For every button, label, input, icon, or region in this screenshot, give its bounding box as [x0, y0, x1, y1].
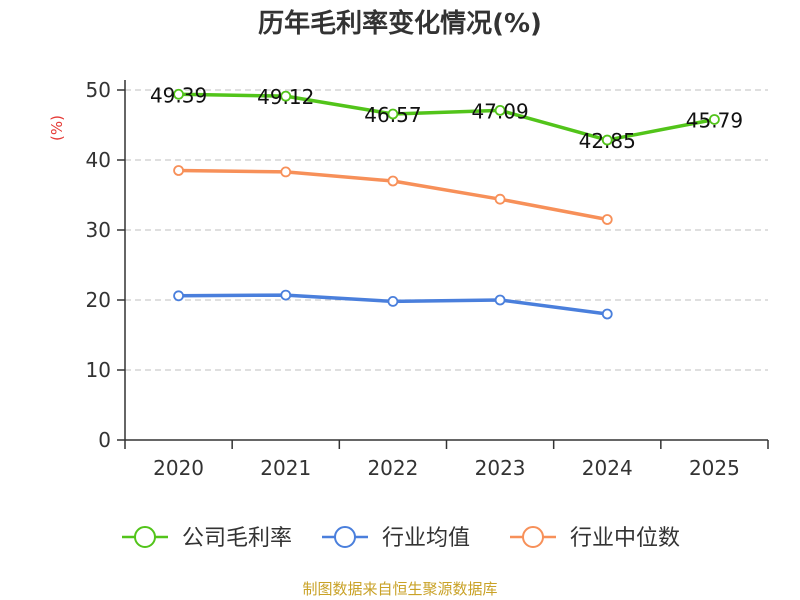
- x-tick-label-2024: 2024: [582, 456, 633, 480]
- point-s1-2021: [280, 289, 292, 301]
- chart-title: 历年毛利率变化情况(%): [258, 8, 542, 39]
- y-tick-label-4: 40: [86, 148, 111, 172]
- data-label-2025: 45.79: [686, 108, 743, 132]
- data-label-2024: 42.85: [579, 129, 636, 153]
- point-s0-2021: [280, 90, 292, 102]
- axes: 0 10 20 30 40 50 2020 2021 2022 2023 2024 2025: [86, 78, 769, 480]
- legend-label-1: 行业均值: [382, 526, 470, 551]
- y-tick-label-0: 0: [98, 428, 111, 452]
- point-s2-2023: [494, 193, 506, 205]
- point-s0-2020: [173, 88, 184, 100]
- point-s0-2023: [494, 104, 506, 116]
- point-s0-2022: [387, 108, 399, 120]
- data-label-2021: 49.12: [257, 85, 314, 109]
- point-s2-2021: [280, 166, 292, 178]
- data-labels: 49.39 49.12 46.57 47.09 42.85 45.79: [150, 83, 743, 153]
- x-tick-label-2022: 2022: [367, 456, 418, 480]
- x-tick-label-2020: 2020: [153, 456, 204, 480]
- legend-label-2: 行业中位数: [570, 526, 680, 551]
- legend-marker-1: [334, 526, 356, 548]
- legend-marker-0: [134, 526, 156, 548]
- point-s1-2022: [387, 295, 399, 307]
- point-s2-2020: [173, 165, 184, 176]
- x-tick-label-2023: 2023: [475, 456, 526, 480]
- point-s2-2022: [387, 175, 399, 187]
- legend: 公司毛利率 行业均值 行业中位数: [122, 526, 680, 551]
- point-s1-2020: [173, 290, 184, 302]
- data-label-2022: 46.57: [364, 103, 421, 127]
- x-tick-label-2021: 2021: [260, 456, 311, 480]
- point-s0-2025: [709, 114, 720, 125]
- y-axis-unit: (%): [48, 115, 66, 141]
- legend-label-0: 公司毛利率: [182, 526, 292, 551]
- point-s0-2024: [601, 134, 613, 146]
- series-line-0: [178, 92, 715, 142]
- point-s1-2024: [601, 308, 613, 320]
- point-s2-2024: [601, 214, 613, 225]
- y-tick-label-1: 10: [86, 358, 111, 382]
- grid-lines: [125, 89, 768, 371]
- legend-marker-2: [522, 526, 544, 548]
- source-note: 制图数据来自恒生聚源数据库: [302, 580, 497, 598]
- series-group: [173, 88, 720, 320]
- data-label-2023: 47.09: [471, 99, 528, 123]
- x-tick-label-2025: 2025: [689, 456, 740, 480]
- y-tick-label-2: 20: [86, 288, 111, 312]
- point-s1-2023: [494, 294, 506, 306]
- y-tick-label-3: 30: [86, 218, 111, 242]
- data-label-2020: 49.39: [150, 83, 207, 107]
- y-tick-label-5: 50: [86, 78, 111, 102]
